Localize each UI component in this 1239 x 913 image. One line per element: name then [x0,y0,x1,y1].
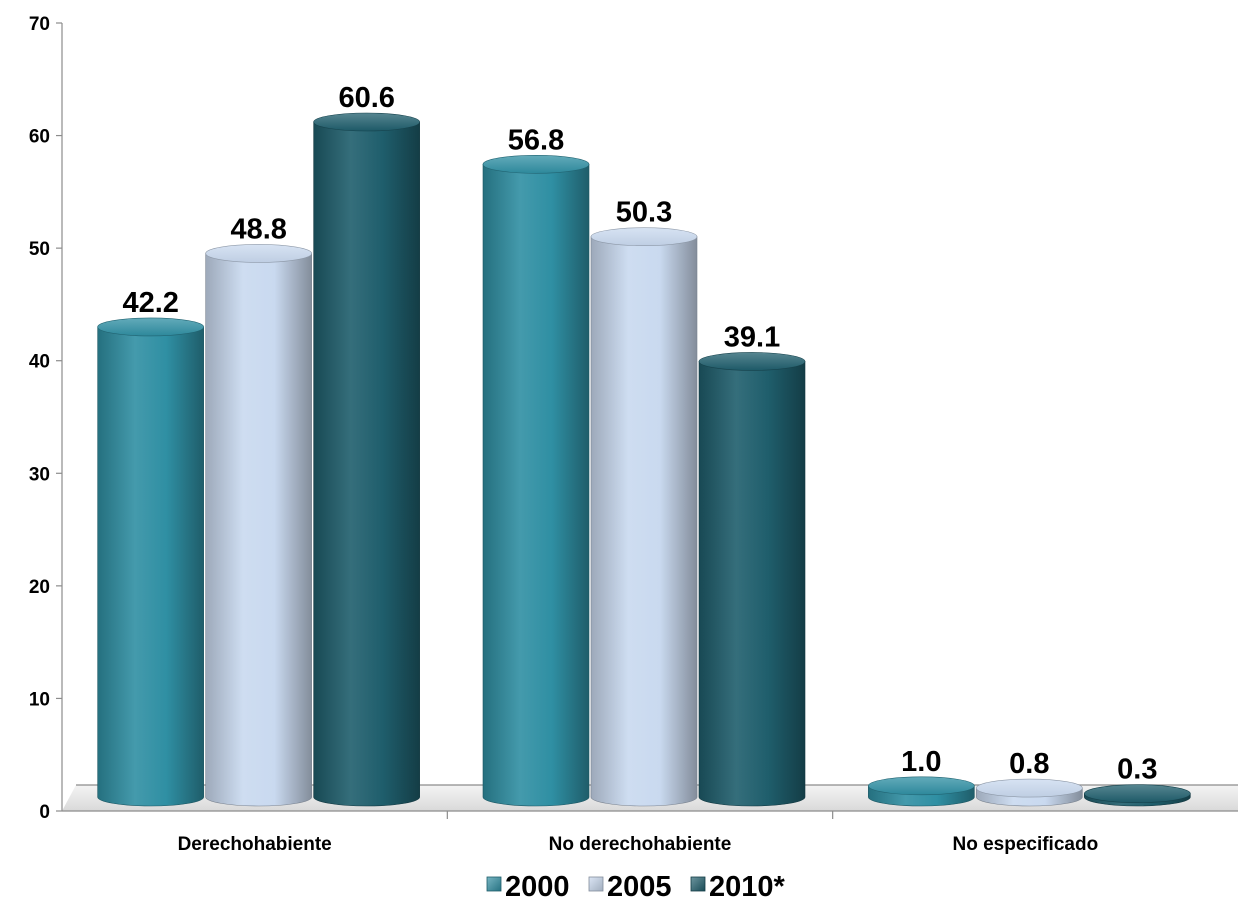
bar-no-especificado-2010 [1084,784,1191,807]
bar-derechohabiente-2005 [205,244,312,807]
legend-label: 2010* [709,871,786,903]
legend-item-2005: 2005 [588,871,672,903]
data-label: 0.8 [1009,748,1049,780]
y-tick-label: 10 [29,689,50,710]
bar-no-derechohabiente-2010 [698,352,806,807]
bar-no-especificado-2000 [868,776,975,807]
bar-top [868,776,975,796]
bar-top [590,227,698,247]
data-label: 1.0 [901,746,941,778]
bar-top [313,112,420,132]
legend-label: 2000 [505,871,570,903]
data-label: 48.8 [230,213,286,245]
chart-bars [97,112,1191,807]
bar-derechohabiente-2010 [313,112,420,807]
bar-top [482,155,590,174]
y-tick-label: 20 [29,577,50,598]
chart-axes: 0 10 20 30 40 50 60 70 Derechohabiente No derecho… [29,14,1238,855]
legend-swatch [690,876,706,892]
data-label: 50.3 [616,197,672,229]
bar-body [97,326,204,807]
bar-no-especificado-2005 [976,778,1083,807]
data-label: 60.6 [338,82,394,114]
bar-top [97,317,204,337]
bar-body [313,121,420,807]
y-tick-label: 50 [29,239,50,260]
data-label: 0.3 [1117,754,1157,786]
y-tick-label: 70 [29,14,50,35]
legend-swatch [486,876,502,892]
bar-body [590,236,698,807]
legend-swatch [588,876,604,892]
data-label: 39.1 [724,321,780,353]
bar-top [698,352,806,371]
bar-top [1084,784,1191,803]
bar-no-derechohabiente-2000 [482,155,590,807]
data-label: 42.2 [122,287,178,319]
data-label: 56.8 [508,124,564,156]
x-category-label: No derechohabiente [549,834,732,855]
x-category-label: No especificado [952,834,1098,855]
bar-body [698,361,806,807]
legend-item-2010: 2010* [690,871,786,903]
bar-no-derechohabiente-2005 [590,227,698,807]
chart-data-labels: 42.2 48.8 60.6 56.8 50.3 39.1 1.0 0.8 0.3 [122,82,1157,786]
bar-body [482,164,590,807]
x-category-label: Derechohabiente [178,834,332,855]
legend-label: 2005 [607,871,672,903]
bar-derechohabiente-2000 [97,317,204,807]
bar-top [205,244,312,263]
y-tick-label: 40 [29,352,50,373]
bar-top [976,778,1083,798]
bar-body [205,253,312,807]
y-tick-label: 60 [29,127,50,148]
chart-legend: 2000 2005 2010* [486,871,786,903]
y-tick-label: 30 [29,464,50,485]
y-tick-label: 0 [39,802,50,823]
legend-item-2000: 2000 [486,871,570,903]
